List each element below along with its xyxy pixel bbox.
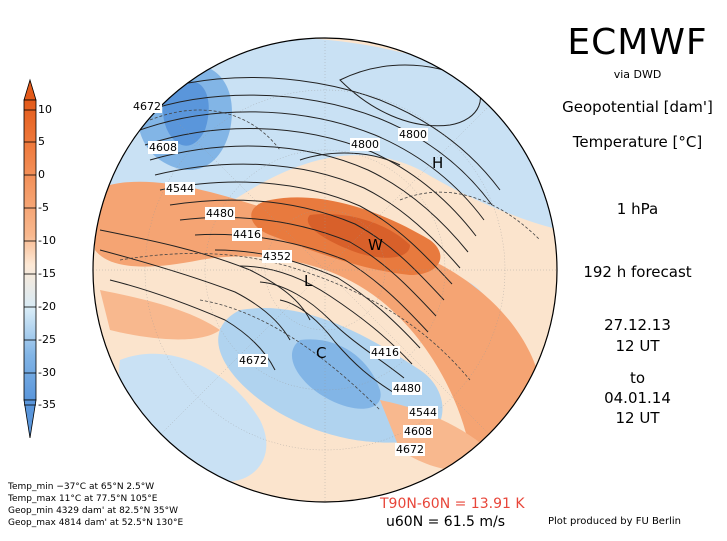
level-label: 1 hPa [616, 200, 659, 218]
init-time: 12 UT [615, 337, 660, 355]
temp-max-stat: Temp_max 11°C at 77.5°N 105°E [8, 494, 158, 504]
colorbar-label: 5 [38, 135, 45, 148]
colorbar-label: 10 [38, 103, 52, 116]
colorbar [23, 78, 37, 439]
contour-label: 4672 [395, 443, 425, 456]
geop-min-stat: Geop_min 4329 dam' at 82.5°N 35°W [8, 506, 179, 516]
valid-time: 12 UT [615, 409, 660, 427]
colorbar-label: -20 [38, 300, 56, 313]
colorbar-label: -10 [38, 234, 56, 247]
high-marker: H [432, 154, 444, 172]
colorbar-label: -5 [38, 201, 49, 214]
contour-label: 4416 [370, 346, 400, 359]
colorbar-label: -25 [38, 333, 56, 346]
contour-label: 4416 [232, 228, 262, 241]
colorbar-label: -35 [38, 398, 56, 411]
forecast-label: 192 h forecast [583, 263, 692, 281]
contour-label: 4544 [165, 182, 195, 195]
field1-label: Geopotential [dam'] [562, 98, 713, 116]
contour-label: 4608 [403, 425, 433, 438]
contour-label: 4352 [262, 250, 292, 263]
init-date: 27.12.13 [604, 316, 671, 334]
contour-label: 4800 [398, 128, 428, 141]
zonal-wind-60n: u60N = 61.5 m/s [386, 514, 506, 530]
contour-label: 4480 [392, 382, 422, 395]
temperature-difference: T90N-60N = 13.91 K [380, 496, 525, 512]
contour-label: 4672 [132, 100, 162, 113]
contour-label: 4800 [350, 138, 380, 151]
contour-label: 4480 [205, 207, 235, 220]
low-marker: L [304, 272, 313, 290]
source-label: via DWD [613, 68, 662, 81]
temp-min-stat: Temp_min −37°C at 65°N 2.5°W [8, 482, 155, 492]
contour-label: 4544 [408, 406, 438, 419]
cold-marker: C [316, 344, 327, 362]
colorbar-label: -30 [38, 366, 56, 379]
colorbar-label: -15 [38, 267, 56, 280]
map-boundary [92, 37, 558, 503]
valid-date: 04.01.14 [604, 389, 671, 407]
field2-label: Temperature [°C] [572, 133, 703, 151]
warm-marker: W [368, 236, 383, 254]
brand-title: ECMWF [567, 22, 708, 63]
to-label: to [629, 369, 646, 387]
geop-max-stat: Geop_max 4814 dam' at 52.5°N 130°E [8, 518, 184, 528]
contour-label: 4672 [238, 354, 268, 367]
colorbar-label: 0 [38, 168, 45, 181]
credit-label: Plot produced by FU Berlin [548, 516, 681, 527]
contour-label: 4608 [148, 141, 178, 154]
